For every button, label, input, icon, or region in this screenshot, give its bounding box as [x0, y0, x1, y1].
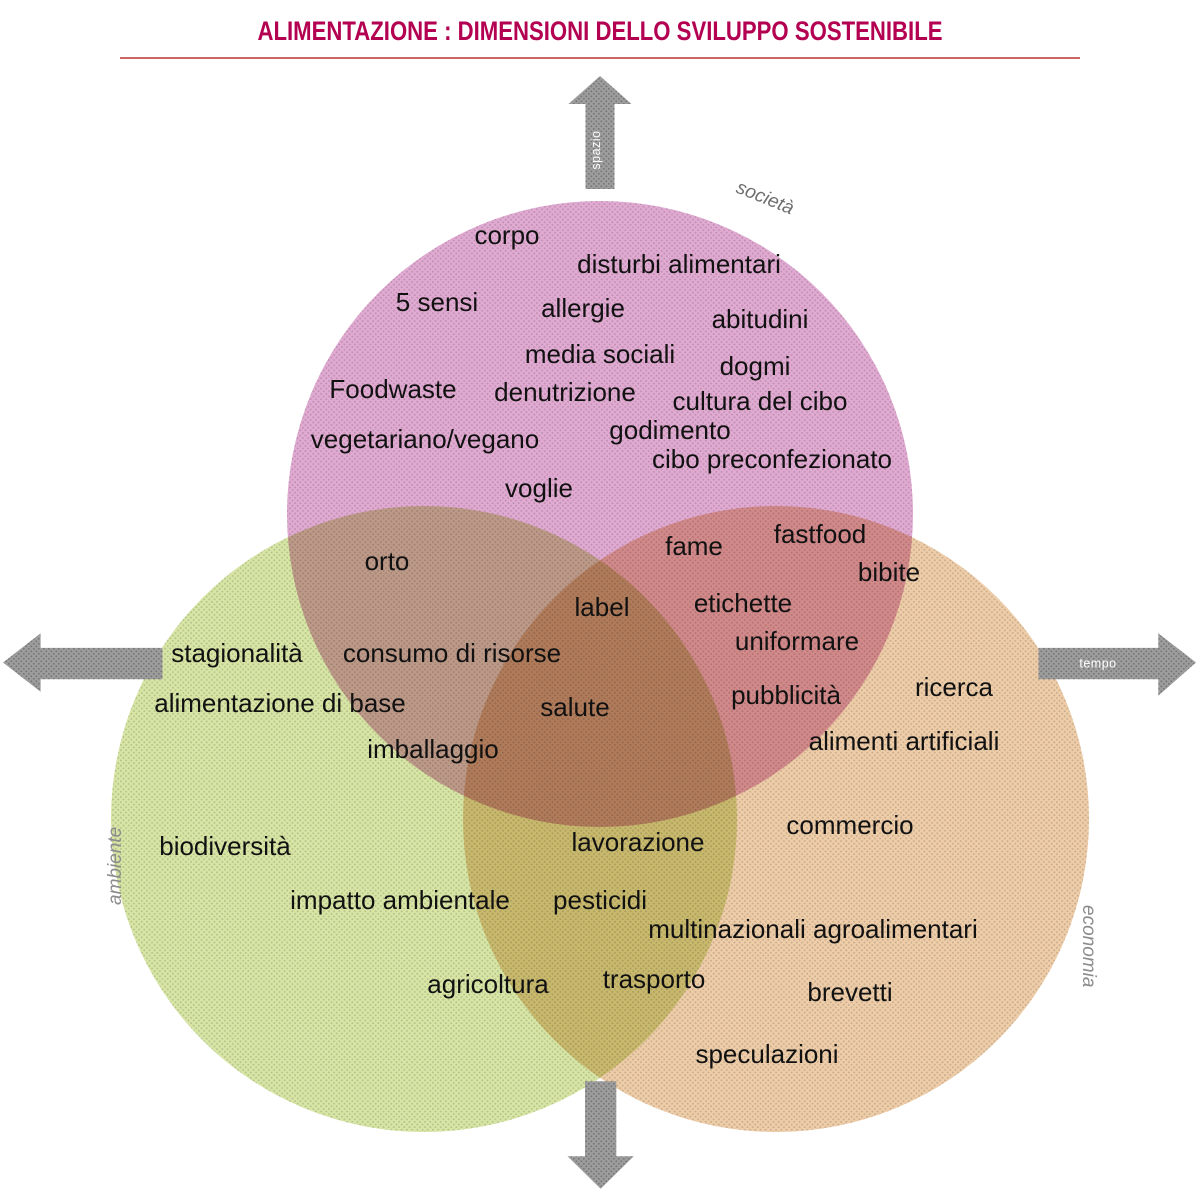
- svg-text:brevetti: brevetti: [807, 977, 892, 1007]
- svg-text:trasporto: trasporto: [603, 964, 706, 994]
- svg-text:etichette: etichette: [694, 588, 792, 618]
- svg-text:dogmi: dogmi: [720, 351, 791, 381]
- svg-text:lavorazione: lavorazione: [572, 827, 705, 857]
- svg-text:economia: economia: [1078, 905, 1099, 987]
- svg-text:imballaggio: imballaggio: [367, 734, 499, 764]
- svg-text:denutrizione: denutrizione: [494, 377, 636, 407]
- svg-text:voglie: voglie: [505, 473, 573, 503]
- svg-text:tempo: tempo: [1079, 657, 1116, 671]
- svg-text:biodiversità: biodiversità: [159, 831, 291, 861]
- svg-text:fame: fame: [665, 531, 723, 561]
- svg-text:bibite: bibite: [858, 557, 920, 587]
- svg-text:salute: salute: [540, 692, 609, 722]
- svg-text:corpo: corpo: [474, 220, 539, 250]
- svg-text:media sociali: media sociali: [525, 339, 675, 369]
- svg-text:pesticidi: pesticidi: [553, 885, 647, 915]
- svg-text:multinazionali agroalimentari: multinazionali agroalimentari: [648, 914, 978, 944]
- svg-text:godimento: godimento: [609, 415, 730, 445]
- svg-text:cibo preconfezionato: cibo preconfezionato: [652, 444, 892, 474]
- svg-text:cultura del cibo: cultura del cibo: [673, 386, 848, 416]
- svg-text:uniformare: uniformare: [735, 626, 859, 656]
- svg-text:vegetariano/vegano: vegetariano/vegano: [311, 424, 539, 454]
- svg-text:5 sensi: 5 sensi: [396, 287, 478, 317]
- svg-text:label: label: [575, 592, 630, 622]
- svg-text:stagionalità: stagionalità: [171, 638, 303, 668]
- svg-text:speculazioni: speculazioni: [695, 1039, 838, 1069]
- svg-text:consumo di risorse: consumo di risorse: [343, 638, 561, 668]
- svg-text:ambiente: ambiente: [105, 827, 126, 905]
- svg-text:spazio: spazio: [589, 130, 603, 169]
- svg-text:alimentazione di base: alimentazione di base: [154, 688, 406, 718]
- svg-text:alimenti artificiali: alimenti artificiali: [809, 726, 1000, 756]
- svg-text:allergie: allergie: [541, 293, 625, 323]
- svg-text:ricerca: ricerca: [915, 672, 994, 702]
- svg-text:agricoltura: agricoltura: [427, 969, 549, 999]
- svg-text:abitudini: abitudini: [712, 304, 809, 334]
- svg-text:Foodwaste: Foodwaste: [329, 374, 456, 404]
- svg-text:pubblicità: pubblicità: [731, 680, 841, 710]
- svg-text:commercio: commercio: [786, 810, 913, 840]
- svg-text:orto: orto: [365, 546, 410, 576]
- svg-text:disturbi alimentari: disturbi alimentari: [577, 249, 781, 279]
- svg-text:impatto ambientale: impatto ambientale: [290, 885, 510, 915]
- svg-text:fastfood: fastfood: [774, 519, 867, 549]
